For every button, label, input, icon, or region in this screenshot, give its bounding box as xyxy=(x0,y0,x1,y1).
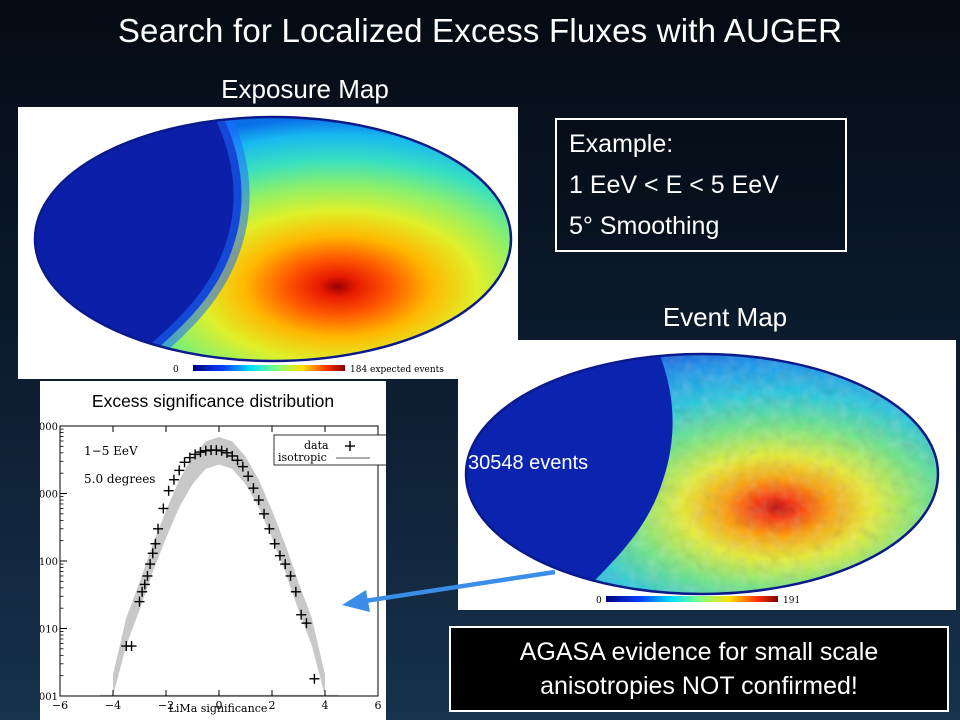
data-point xyxy=(259,508,270,519)
data-point xyxy=(179,457,190,468)
data-point xyxy=(145,559,156,570)
pointer-arrow xyxy=(342,569,556,612)
legend-energy: 1−5 EeV xyxy=(84,444,138,458)
conclusion-box: AGASA evidence for small scale anisotrop… xyxy=(449,626,949,712)
data-point xyxy=(184,452,195,463)
data-point xyxy=(227,450,238,461)
example-energy-range: 1 EeV < E < 5 EeV xyxy=(569,171,779,199)
exposure-map-panel: 0 184 expected events xyxy=(18,107,518,379)
data-point xyxy=(253,495,264,506)
exposure-map-label: Exposure Map xyxy=(221,74,389,104)
data-point xyxy=(285,570,296,581)
events-count-label: 30548 events xyxy=(468,452,589,474)
event-colorbar-min: 0 xyxy=(596,596,602,606)
x-tick-label: −6 xyxy=(52,699,68,712)
x-tick-label: 4 xyxy=(322,699,329,712)
data-point xyxy=(216,445,227,456)
legend-data-label: data xyxy=(304,439,329,452)
exposure-map-figure: 0 184 expected events xyxy=(33,115,513,375)
event-map-label: Event Map xyxy=(662,302,788,332)
data-point xyxy=(296,609,307,620)
data-point xyxy=(153,523,164,534)
conclusion-line-2: anisotropies NOT confirmed! xyxy=(540,672,858,700)
data-point xyxy=(190,449,201,460)
data-point xyxy=(243,471,254,482)
data-point xyxy=(221,447,232,458)
event-map-figure: 0 191 xyxy=(464,352,940,606)
event-map-panel: 0 191 xyxy=(458,340,956,610)
x-tick-label: 2 xyxy=(269,699,276,712)
significance-distribution-panel: Excess significance distribution −6 −4 −2 0… xyxy=(40,381,386,720)
x-tick-label: −2 xyxy=(158,699,174,712)
distribution-title: Excess significance distribution xyxy=(91,391,335,411)
conclusion-line-1: AGASA evidence for small scale xyxy=(519,638,879,666)
data-point xyxy=(264,523,275,534)
data-point xyxy=(158,503,169,514)
legend-isotropic-label: isotropic xyxy=(278,451,327,464)
x-tick-label: 6 xyxy=(375,699,382,712)
legend-degrees: 5.0 degrees xyxy=(84,472,155,486)
x-tick-label: 0 xyxy=(216,699,223,712)
x-axis-label: LiMa significance xyxy=(169,702,268,715)
data-point xyxy=(137,586,148,597)
data-point xyxy=(280,559,291,570)
data-point xyxy=(301,618,312,629)
x-tick-label: −4 xyxy=(105,699,121,712)
data-point xyxy=(147,548,158,559)
example-smoothing: 5° Smoothing xyxy=(569,212,720,240)
data-point xyxy=(150,538,161,549)
data-point xyxy=(232,455,243,466)
data-point xyxy=(274,550,285,561)
data-point xyxy=(248,483,259,494)
data-point xyxy=(126,641,137,652)
data-point xyxy=(163,485,174,496)
data-point xyxy=(237,461,248,472)
legend-data-marker xyxy=(345,441,355,451)
data-point xyxy=(168,474,179,485)
data-point xyxy=(174,465,185,476)
exposure-colorbar-min: 0 xyxy=(173,365,179,375)
data-point xyxy=(290,586,301,597)
example-heading: Example: xyxy=(569,130,674,158)
data-point xyxy=(142,570,153,581)
event-colorbar-max: 191 xyxy=(783,596,800,606)
data-point xyxy=(269,538,280,549)
exposure-colorbar-max: 184 expected events xyxy=(350,365,444,375)
data-point xyxy=(195,447,206,458)
data-point xyxy=(309,673,320,684)
data-point xyxy=(139,579,150,590)
example-box: Example: 1 EeV < E < 5 EeV 5° Smoothing xyxy=(555,118,847,252)
data-point xyxy=(134,596,145,607)
slide-title: Search for Localized Excess Fluxes with … xyxy=(117,12,843,49)
legend-box xyxy=(273,434,386,466)
